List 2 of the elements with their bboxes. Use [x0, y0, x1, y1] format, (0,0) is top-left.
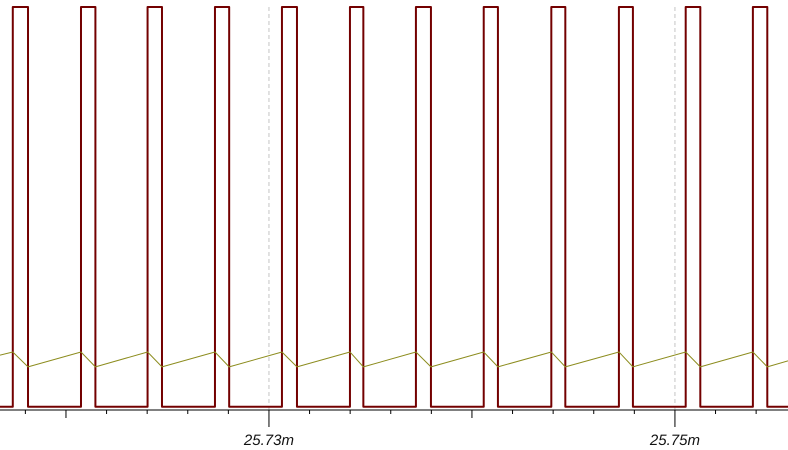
x-tick-label: 25.75m	[648, 432, 700, 449]
x-tick-label: 25.73m	[242, 432, 294, 449]
